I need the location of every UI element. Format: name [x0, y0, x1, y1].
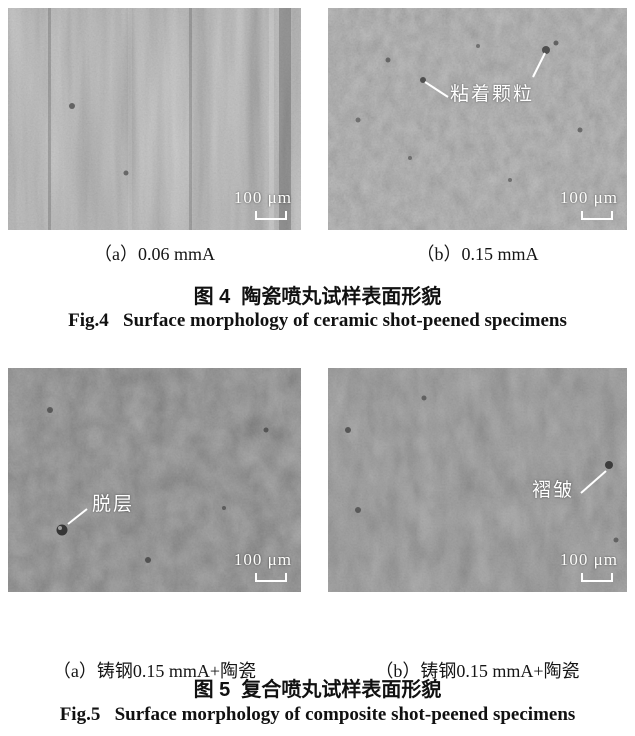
scale-bar: 100 μm: [560, 188, 618, 222]
leader-line: [580, 470, 607, 494]
sem-image-fig4a: 100 μm: [8, 8, 301, 230]
figure5-caption-en: Fig.5 Surface morphology of composite sh…: [59, 704, 576, 725]
scale-bar: 100 μm: [234, 188, 292, 222]
scale-bar-label: 100 μm: [559, 188, 618, 208]
scale-bar-bracket-icon: [255, 573, 287, 582]
sem-image-fig5b: 褶皱 100 μm: [328, 368, 627, 592]
figure5-caption-zh: 图 5 复合喷丸试样表面形貌: [193, 679, 442, 701]
scale-bar-label: 100 μm: [559, 550, 618, 570]
scale-bar: 100 μm: [560, 550, 618, 584]
annotation-adhered-particles: 粘着颗粒: [450, 84, 535, 105]
sem-image-fig4b: 粘着颗粒 100 μm: [328, 8, 627, 230]
sem-image-fig5a: 脱层 100 μm: [8, 368, 301, 592]
scale-bar-label: 100 μm: [233, 188, 292, 208]
leader-line-right: [532, 52, 546, 78]
scale-bar-bracket-icon: [255, 211, 287, 220]
panel-label-fig5b-line1: （b）铸钢0.15 mmA+陶瓷: [375, 661, 580, 681]
scale-bar-label: 100 μm: [233, 550, 292, 570]
panel-label-fig4a: （a）0.06 mmA: [94, 244, 215, 264]
sem-texture-fig5a: [8, 368, 301, 592]
panel-label-fig4b: （b）0.15 mmA: [416, 244, 539, 264]
sem-texture-fig4b: [328, 8, 627, 230]
sem-texture-fig4a: [8, 8, 301, 230]
scale-bar-bracket-icon: [581, 211, 613, 220]
scale-bar-bracket-icon: [581, 573, 613, 582]
annotation-wrinkles: 褶皱: [532, 480, 575, 501]
scale-bar: 100 μm: [234, 550, 292, 584]
annotation-delamination: 脱层: [92, 494, 135, 515]
panel-label-fig5a: （a）铸钢0.15 mmA+陶瓷 0.06 mmA: [8, 604, 301, 736]
panel-label-fig5a-line1: （a）铸钢0.15 mmA+陶瓷: [52, 661, 257, 681]
panel-label-fig5b: （b）铸钢0.15 mmA+陶瓷 0.15 mmA: [328, 604, 627, 736]
sem-texture-fig5b: [328, 368, 627, 592]
figure4-caption-en: Fig.4 Surface morphology of ceramic shot…: [68, 310, 567, 331]
leader-line: [67, 508, 88, 525]
figure4-caption-zh: 图 4 陶瓷喷丸试样表面形貌: [193, 286, 442, 308]
leader-line-left: [424, 81, 449, 98]
